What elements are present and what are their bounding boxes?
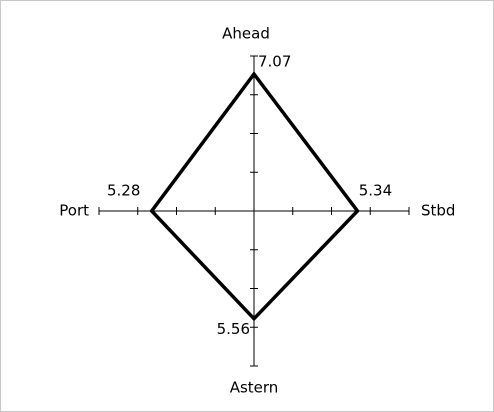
value-label: 5.28 (107, 182, 140, 200)
value-label: 7.07 (258, 53, 291, 71)
direction-label: Stbd (421, 202, 455, 220)
direction-label: Port (59, 202, 89, 220)
direction-label: Astern (230, 379, 279, 397)
value-label: 5.56 (217, 320, 250, 338)
value-label: 5.34 (359, 182, 392, 200)
value-shape (149, 71, 360, 322)
direction-label: Ahead (222, 25, 270, 43)
